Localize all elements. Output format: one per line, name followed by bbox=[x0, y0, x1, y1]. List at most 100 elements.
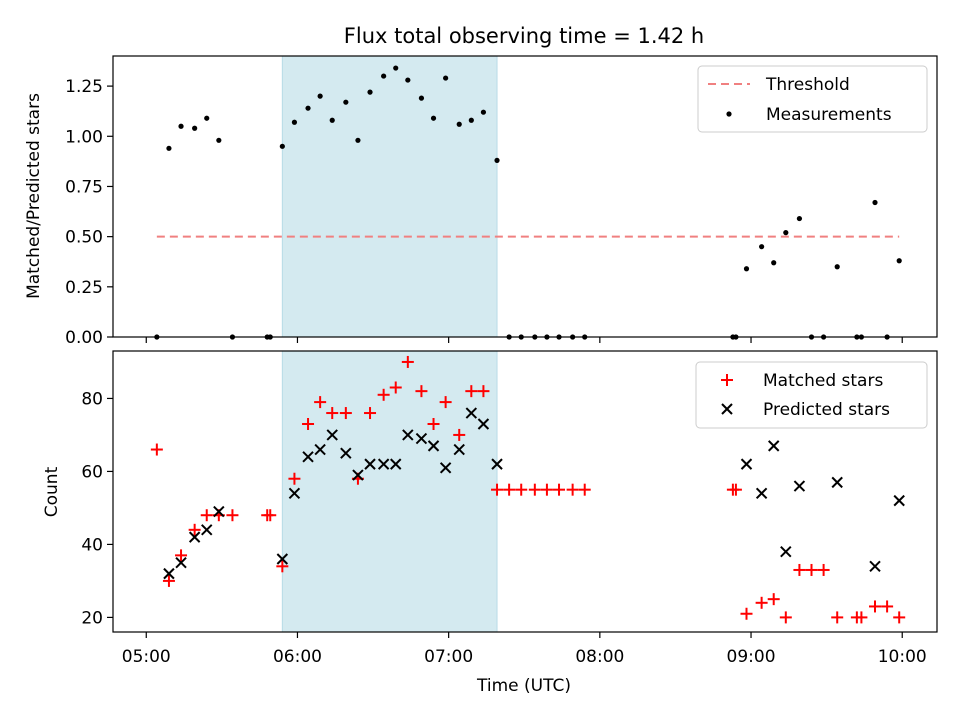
matched-star-point bbox=[869, 600, 882, 613]
predicted-star-point bbox=[390, 458, 402, 470]
legend-threshold-label: Threshold bbox=[765, 75, 850, 95]
measurement-point bbox=[494, 157, 500, 163]
predicted-star-point bbox=[213, 505, 225, 518]
predicted-star-point bbox=[740, 458, 753, 470]
predicted-star-point bbox=[402, 429, 414, 441]
matched-star-point bbox=[314, 396, 327, 409]
count-points bbox=[150, 355, 906, 624]
measurement-point bbox=[381, 73, 387, 79]
measurement-point bbox=[743, 266, 750, 272]
legend-matched-label: Matched stars bbox=[763, 371, 883, 391]
x-tick-label: 09:00 bbox=[727, 647, 776, 667]
matched-star-point bbox=[226, 509, 239, 522]
x-tick-label: 07:00 bbox=[424, 647, 473, 667]
legend-predicted-swatch bbox=[721, 403, 733, 415]
matched-star-point bbox=[200, 509, 213, 522]
x-tick-label: 10:00 bbox=[878, 647, 927, 667]
matched-star-point bbox=[578, 483, 591, 496]
predicted-star-point bbox=[427, 440, 440, 452]
matched-star-point bbox=[540, 483, 553, 496]
matched-star-point bbox=[491, 483, 504, 496]
measurement-point bbox=[393, 65, 399, 71]
predicted-star-point bbox=[288, 487, 301, 500]
matched-star-point bbox=[302, 417, 315, 430]
measurement-point bbox=[783, 230, 789, 236]
measurement-point bbox=[834, 264, 840, 270]
bottom-y-axis-label: Count bbox=[42, 466, 62, 517]
y-tick-label: 60 bbox=[81, 462, 103, 482]
matched-star-point bbox=[515, 483, 528, 496]
measurement-point bbox=[367, 89, 373, 95]
predicted-star-point bbox=[340, 447, 352, 459]
legend-predicted-label: Predicted stars bbox=[763, 400, 890, 420]
predicted-star-point bbox=[755, 487, 768, 500]
matched-star-point bbox=[427, 417, 440, 430]
predicted-star-point bbox=[175, 556, 187, 569]
observing-window-shade bbox=[281, 55, 498, 338]
matched-star-point bbox=[453, 428, 466, 441]
matched-star-point bbox=[767, 593, 780, 606]
observing-window-shade bbox=[281, 350, 498, 633]
matched-star-point bbox=[288, 472, 301, 485]
measurement-point bbox=[771, 260, 777, 266]
predicted-star-point bbox=[893, 494, 905, 507]
bottom-x-ticks: 05:00 06:00 07:00 08:00 09:00 10:00 bbox=[122, 632, 927, 667]
predicted-star-point bbox=[477, 418, 490, 430]
top-y-ticks: 0.00 0.25 0.50 0.75 1.00 1.25 bbox=[65, 77, 113, 348]
top-x-ticks bbox=[145, 337, 903, 343]
y-tick-label: 20 bbox=[81, 608, 103, 628]
measurement-point bbox=[480, 109, 487, 115]
matched-star-point bbox=[553, 483, 566, 496]
y-tick-label: 0.75 bbox=[65, 177, 103, 197]
matched-star-point bbox=[793, 563, 806, 576]
legend-measurements-swatch bbox=[726, 111, 732, 117]
predicted-star-point bbox=[314, 443, 326, 456]
predicted-star-point bbox=[163, 567, 175, 580]
measurement-point bbox=[329, 117, 335, 123]
y-tick-label: 80 bbox=[81, 389, 103, 409]
bottom-axes-frame bbox=[112, 350, 938, 633]
predicted-star-point bbox=[276, 553, 289, 565]
measurement-point bbox=[896, 258, 902, 264]
predicted-star-point bbox=[491, 458, 503, 470]
predicted-star-point bbox=[364, 458, 376, 470]
predicted-star-point bbox=[780, 546, 792, 558]
predicted-star-point bbox=[768, 440, 780, 452]
matched-star-point bbox=[377, 388, 390, 401]
matched-star-point bbox=[401, 355, 414, 368]
legend-matched-swatch bbox=[721, 374, 733, 386]
predicted-star-point bbox=[465, 407, 478, 419]
measurement-point bbox=[291, 119, 298, 125]
measurement-point bbox=[204, 115, 210, 121]
predicted-star-point bbox=[377, 458, 390, 470]
measurement-point bbox=[430, 115, 437, 121]
y-tick-label: 0.25 bbox=[65, 278, 103, 298]
bottom-legend-box bbox=[695, 361, 928, 429]
predicted-star-point bbox=[201, 524, 213, 536]
matched-star-point bbox=[415, 385, 428, 398]
measurement-point bbox=[355, 137, 361, 143]
y-tick-label: 40 bbox=[81, 535, 103, 555]
measurement-point bbox=[456, 121, 462, 127]
measurement-point bbox=[405, 77, 411, 83]
top-legend-box bbox=[697, 65, 928, 133]
top-y-axis-label: Matched/Predicted stars bbox=[24, 93, 44, 299]
predicted-star-point bbox=[439, 462, 452, 474]
measurement-point bbox=[468, 117, 474, 123]
matched-star-point bbox=[729, 483, 742, 496]
matched-star-point bbox=[893, 611, 906, 624]
matched-star-point bbox=[755, 596, 768, 609]
matched-star-point bbox=[528, 483, 541, 496]
measurement-point bbox=[216, 137, 222, 143]
measurement-point bbox=[305, 105, 311, 111]
matched-star-point bbox=[326, 407, 339, 420]
matched-star-point bbox=[740, 607, 753, 620]
measurement-point bbox=[192, 125, 198, 131]
matched-star-point bbox=[855, 611, 868, 624]
matched-star-point bbox=[439, 396, 452, 409]
matched-star-point bbox=[175, 549, 188, 562]
matched-star-point bbox=[389, 381, 402, 394]
y-tick-label: 0.50 bbox=[65, 228, 103, 248]
